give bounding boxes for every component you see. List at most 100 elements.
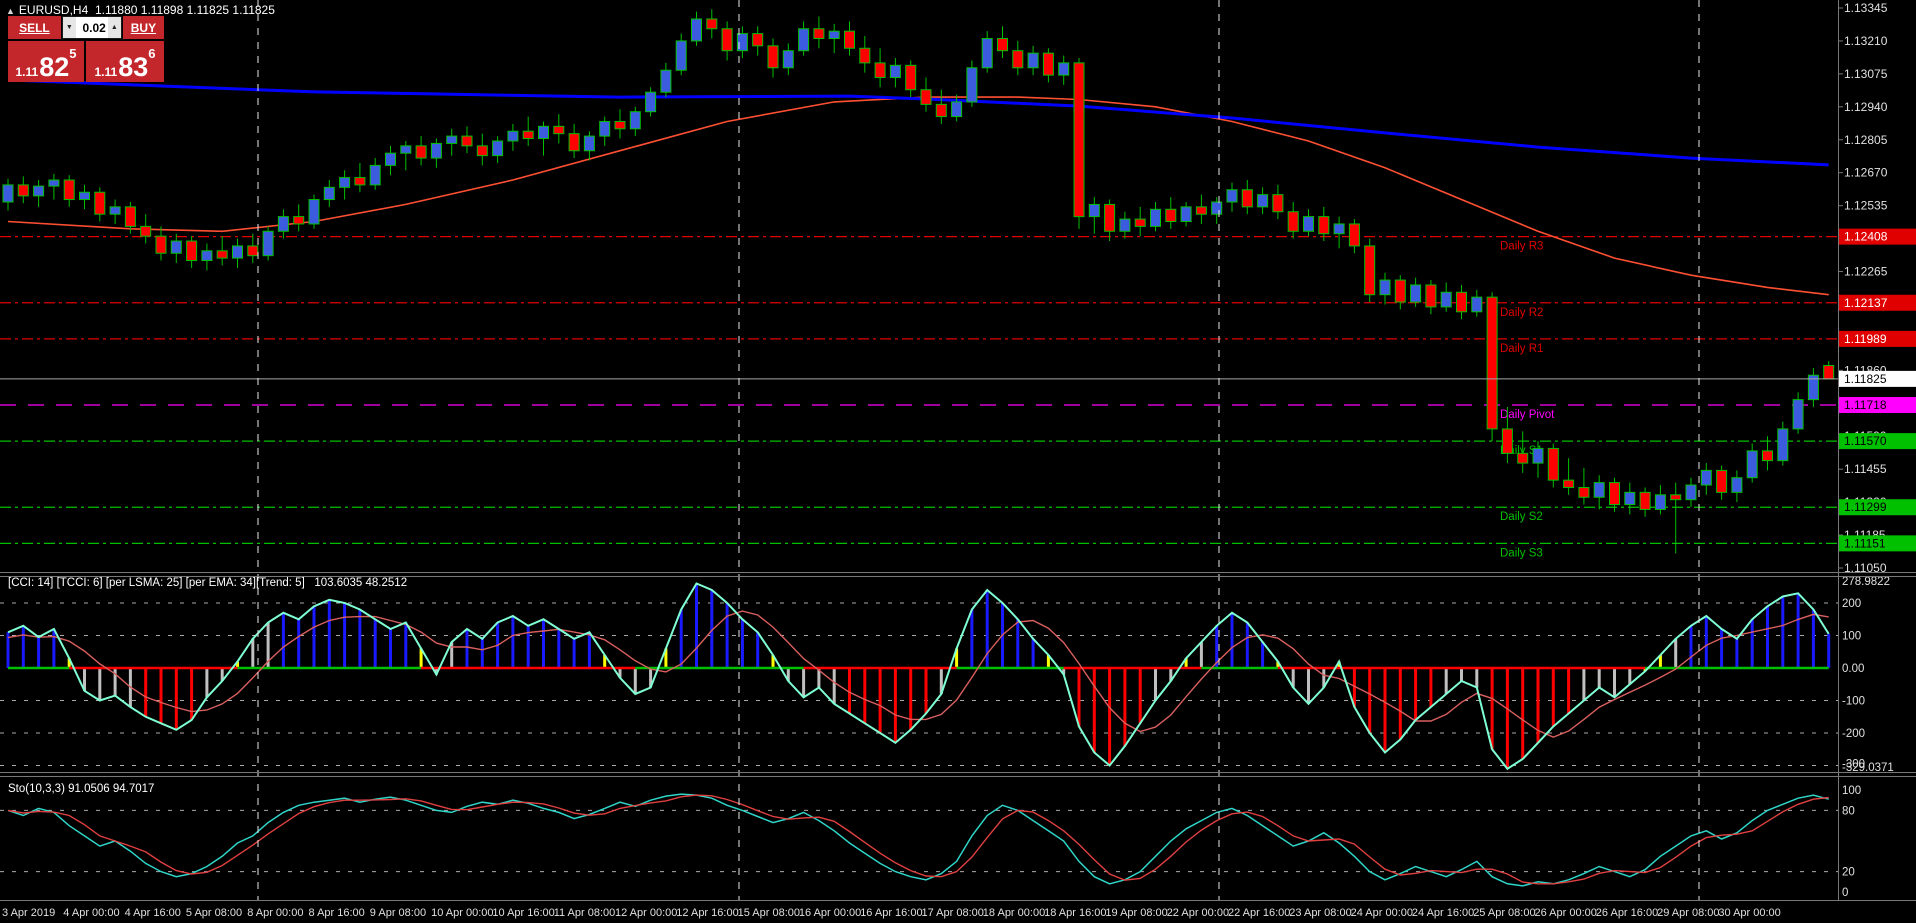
candle-bear xyxy=(415,145,427,159)
candle-bear xyxy=(1609,482,1620,506)
price-level-box xyxy=(1839,535,1916,552)
candle-bull xyxy=(1257,194,1269,208)
volume-increase-button[interactable]: ▲ xyxy=(107,17,121,38)
sell-price-pip: 5 xyxy=(69,46,77,61)
price-tick-label: 1.12265 xyxy=(1844,265,1888,279)
buy-price-prefix: 1.11 xyxy=(94,65,118,79)
cci-axis-label: -300 xyxy=(1842,759,1865,771)
candle-bear xyxy=(553,125,565,135)
price-level-box xyxy=(1839,433,1916,450)
sell-button[interactable]: SELL xyxy=(8,16,61,39)
candle-bull xyxy=(79,191,90,201)
candle-bull xyxy=(645,91,657,113)
cci-main-line xyxy=(7,582,1830,771)
main-pane[interactable]: Daily R3 Daily R2 Daily R1 Daily Pivot Daily… xyxy=(0,9,1838,559)
price-level-box-label: 1.12137 xyxy=(1844,296,1888,310)
candle-bear xyxy=(216,250,228,259)
candle-bear xyxy=(124,206,136,227)
sell-price-display[interactable]: 1.11 82 5 xyxy=(8,41,84,82)
time-axis-label: 15 Apr 08:00 xyxy=(738,907,800,919)
cci-axis-label: 100 xyxy=(1842,631,1861,643)
time-axis-label: 4 Apr 00:00 xyxy=(63,907,119,919)
candle-bull xyxy=(1532,447,1544,464)
candle-bear xyxy=(997,38,1008,52)
candle-bear xyxy=(1012,50,1024,69)
candle-bull xyxy=(48,179,60,187)
candle-bull xyxy=(599,120,611,137)
buy-price-display[interactable]: 1.11 83 6 xyxy=(86,41,164,82)
pivot-label: Daily R3 xyxy=(1500,241,1543,253)
candle-bull xyxy=(966,67,978,103)
candle-bear xyxy=(1716,469,1728,493)
candle-bear xyxy=(874,62,886,79)
sto-pane[interactable] xyxy=(0,793,1838,887)
candle-bear xyxy=(1670,494,1682,501)
candle-bear xyxy=(247,245,259,257)
price-level-box xyxy=(1839,330,1916,347)
cci-axis-label: -329.0371 xyxy=(1842,762,1894,774)
price-tick-label: 1.11455 xyxy=(1844,462,1887,476)
candle-bull xyxy=(109,206,121,215)
price-level-box xyxy=(1839,397,1916,414)
volume-decrease-button[interactable]: ▼ xyxy=(62,17,76,38)
candle-bull xyxy=(1150,208,1161,227)
price-axis[interactable]: 1.13345 1.13210 1.13075 1.12940 1.12805 1.126… xyxy=(1838,1,1916,899)
pivot-label: Daily R1 xyxy=(1500,343,1543,355)
time-axis-label: 18 Apr 16:00 xyxy=(1044,907,1106,919)
one-click-trading-panel: SELL ▼ ▲ BUY 1.11 82 5 1.11 83 6 xyxy=(8,16,164,82)
price-tick-label: 1.12940 xyxy=(1844,100,1888,114)
candle-bull xyxy=(262,230,274,257)
candle-bull xyxy=(1440,291,1452,308)
candle-bear xyxy=(1425,284,1437,308)
candle-bear xyxy=(844,30,855,49)
candle-bull xyxy=(981,38,993,69)
candle-bull xyxy=(2,184,14,203)
cci-indicator-label: [CCI: 14] [TCCI: 6] [per LSMA: 25] [per … xyxy=(8,577,408,589)
price-level-box xyxy=(1839,228,1916,245)
candle-bull xyxy=(736,33,748,52)
candle-bear xyxy=(354,177,366,186)
candle-bull xyxy=(507,130,519,142)
candle-bull xyxy=(308,199,320,225)
candle-bear xyxy=(1348,223,1360,247)
candle-bull xyxy=(1593,482,1605,498)
cci-pane[interactable] xyxy=(0,582,1838,771)
candle-bear xyxy=(1165,208,1177,223)
candle-bull xyxy=(1471,296,1483,313)
candle-bear xyxy=(293,216,305,225)
time-axis[interactable]: 3 Apr 2019 4 Apr 00:00 4 Apr 16:00 5 Apr 08… xyxy=(2,907,1781,919)
cci-axis-label: -100 xyxy=(1842,696,1865,708)
candle-bull xyxy=(400,145,412,154)
candle-bear xyxy=(1762,450,1773,462)
time-axis-label: 26 Apr 16:00 xyxy=(1596,907,1658,919)
candle-bull xyxy=(889,64,901,79)
price-level-box-label: 1.11718 xyxy=(1844,398,1887,412)
candle-bear xyxy=(1578,486,1590,498)
price-level-box-label: 1.11299 xyxy=(1844,500,1887,514)
sto-axis-label: 80 xyxy=(1842,805,1855,817)
candle-bear xyxy=(752,33,764,47)
time-axis-label: 24 Apr 16:00 xyxy=(1412,907,1474,919)
time-axis-label: 18 Apr 00:00 xyxy=(983,907,1045,919)
chart-ohlc-readout: 1.11880 1.11898 1.11825 1.11825 xyxy=(94,3,275,17)
time-axis-label: 5 Apr 08:00 xyxy=(186,907,242,919)
volume-input[interactable] xyxy=(75,17,108,38)
time-axis-label: 4 Apr 16:00 xyxy=(125,907,181,919)
buy-button[interactable]: BUY xyxy=(122,16,164,39)
sto-signal-line xyxy=(7,794,1829,885)
candle-bull xyxy=(323,186,335,201)
candle-bear xyxy=(1394,279,1406,303)
time-axis-label: 12 Apr 16:00 xyxy=(676,907,738,919)
time-axis-label: 29 Apr 08:00 xyxy=(1657,907,1719,919)
time-axis-label: 22 Apr 16:00 xyxy=(1228,907,1290,919)
candle-bull xyxy=(232,245,243,259)
time-axis-label: 9 Apr 08:00 xyxy=(370,907,426,919)
symbol-collapse-icon[interactable]: ▲ xyxy=(6,6,15,16)
time-axis-label: 3 Apr 2019 xyxy=(2,907,55,919)
buy-price-pip: 6 xyxy=(148,46,156,61)
candle-bear xyxy=(1639,491,1651,510)
candle-bull xyxy=(1777,428,1789,462)
time-axis-label: 30 Apr 00:00 xyxy=(1718,907,1780,919)
